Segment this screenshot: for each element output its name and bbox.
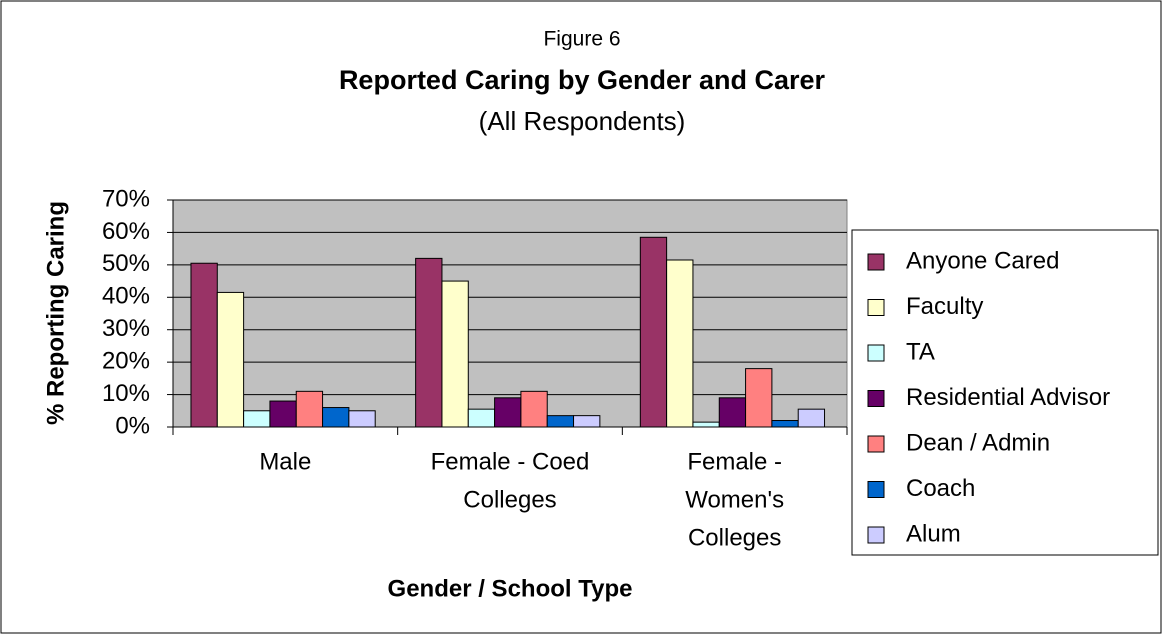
plot-area bbox=[172, 199, 848, 428]
legend-swatch bbox=[867, 390, 885, 407]
bar bbox=[467, 408, 496, 428]
chart-subtitle: (All Respondents) bbox=[479, 106, 686, 136]
bar bbox=[348, 410, 376, 428]
chart-supertitle: Figure 6 bbox=[543, 28, 620, 51]
bar bbox=[692, 421, 720, 428]
legend-swatch bbox=[867, 435, 885, 453]
y-axis-label: % Reporting Caring bbox=[42, 201, 69, 425]
legend-label: Alum bbox=[906, 520, 961, 547]
bar bbox=[520, 390, 548, 428]
y-tick-label: 50% bbox=[102, 250, 150, 277]
legend-swatch bbox=[867, 481, 885, 498]
legend-label: Faculty bbox=[906, 293, 983, 320]
x-tick-label: Colleges bbox=[688, 524, 781, 551]
legend-swatch bbox=[867, 299, 885, 316]
x-tick-label: Women's bbox=[685, 486, 784, 513]
y-tick-label: 10% bbox=[102, 380, 150, 407]
legend-swatch bbox=[867, 344, 885, 362]
bar bbox=[718, 397, 747, 428]
legend-label: TA bbox=[906, 338, 935, 365]
x-tick-label: Female - bbox=[687, 448, 782, 475]
x-tick-label: Male bbox=[259, 448, 311, 475]
bar bbox=[190, 262, 218, 428]
bar bbox=[322, 407, 350, 428]
bar bbox=[745, 368, 773, 428]
bar bbox=[546, 415, 575, 428]
legend-swatch bbox=[867, 253, 885, 271]
bar bbox=[666, 259, 694, 428]
x-axis-label: Gender / School Type bbox=[388, 575, 633, 602]
bar bbox=[639, 236, 668, 428]
x-tick-label: Female - Coed bbox=[431, 448, 590, 475]
y-tick-label: 20% bbox=[102, 347, 150, 374]
bar bbox=[573, 415, 601, 428]
legend-label: Coach bbox=[906, 475, 975, 502]
bar bbox=[243, 410, 271, 428]
chart-title: Reported Caring by Gender and Carer bbox=[339, 65, 826, 95]
x-tick-label: Colleges bbox=[463, 486, 556, 513]
y-tick-label: 60% bbox=[102, 218, 150, 245]
legend-label: Residential Advisor bbox=[906, 384, 1110, 411]
y-tick-label: 70% bbox=[102, 185, 150, 212]
bar bbox=[441, 280, 469, 428]
y-tick-label: 30% bbox=[102, 315, 150, 342]
bar bbox=[494, 397, 522, 428]
legend-box bbox=[851, 229, 1159, 556]
legend-label: Dean / Admin bbox=[906, 429, 1050, 456]
bar bbox=[269, 400, 297, 428]
bar bbox=[295, 390, 324, 428]
bar bbox=[415, 257, 443, 428]
bar bbox=[797, 408, 826, 428]
y-tick-label: 0% bbox=[115, 412, 150, 439]
legend-label: Anyone Cared bbox=[906, 247, 1059, 274]
legend-swatch bbox=[867, 526, 885, 544]
y-tick-label: 40% bbox=[102, 283, 150, 310]
bar bbox=[216, 291, 245, 428]
bar bbox=[771, 420, 799, 428]
